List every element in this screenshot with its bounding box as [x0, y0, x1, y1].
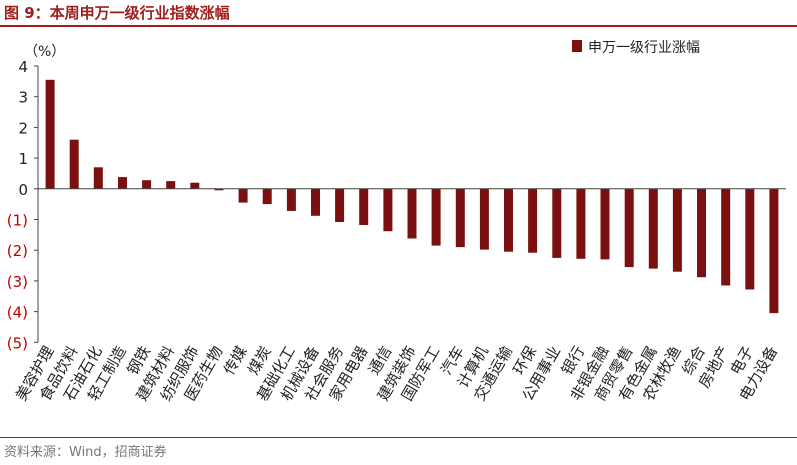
bar [214, 188, 224, 191]
bar [431, 188, 441, 246]
y-tick-label: (5) [7, 334, 28, 352]
bar [648, 188, 658, 269]
bar [286, 188, 296, 211]
y-tick-label: 1 [18, 150, 28, 168]
bar-chart: 4 3 2 1 0 (1) (2) (3) (4) (5) 美容护理食品饮料石油石化轻工制造钢铁建… [7, 40, 786, 404]
y-tick-label: (3) [7, 273, 28, 291]
bar [552, 188, 562, 258]
bar [600, 188, 610, 260]
legend-label: 申万一级行业涨幅 [588, 40, 700, 56]
bar [262, 188, 272, 205]
bar [769, 188, 779, 314]
legend-swatch [572, 40, 582, 52]
bar [504, 188, 513, 252]
y-axis-unit-label: （%） [24, 44, 65, 60]
bar [745, 188, 755, 290]
legend: 申万一级行业涨幅 [572, 40, 700, 56]
y-tick-label: 0 [18, 181, 28, 199]
bar [576, 188, 586, 259]
bar [455, 188, 465, 248]
source-note: 资料来源：Wind，招商证券 [4, 445, 167, 460]
x-tick-label: 传媒 [220, 343, 251, 378]
bar [697, 188, 706, 278]
y-tick-label: 2 [18, 119, 28, 137]
bar [721, 188, 731, 286]
source-divider [0, 437, 797, 438]
bar [142, 180, 152, 189]
bar [118, 177, 127, 189]
bar [479, 188, 489, 250]
figure-title: 图 9：本周申万一级行业指数涨幅 [4, 4, 230, 22]
y-tick-label: 4 [18, 58, 28, 76]
bar [45, 79, 55, 189]
title-divider [0, 25, 797, 27]
bar [624, 188, 634, 268]
bar [528, 188, 538, 253]
bar-series [38, 79, 786, 314]
y-tick-label: 3 [18, 89, 28, 107]
bar [166, 181, 176, 189]
x-axis-labels: 美容护理食品饮料石油石化轻工制造钢铁建筑材料纺织服饰医药生物传媒煤炭基础化工机械… [12, 343, 781, 404]
bar [335, 188, 345, 222]
y-tick-label: (1) [7, 212, 28, 230]
y-tick-label: (2) [7, 242, 28, 260]
bar [190, 182, 200, 189]
bar [311, 188, 320, 216]
bar [383, 188, 393, 232]
bar [407, 188, 417, 239]
y-tick-label: (4) [7, 304, 28, 322]
bar [93, 167, 103, 189]
y-axis: 4 3 2 1 0 (1) (2) (3) (4) (5) [7, 58, 39, 352]
bar [238, 188, 248, 203]
bar [672, 188, 682, 272]
bar [359, 188, 369, 225]
bar [69, 139, 79, 189]
